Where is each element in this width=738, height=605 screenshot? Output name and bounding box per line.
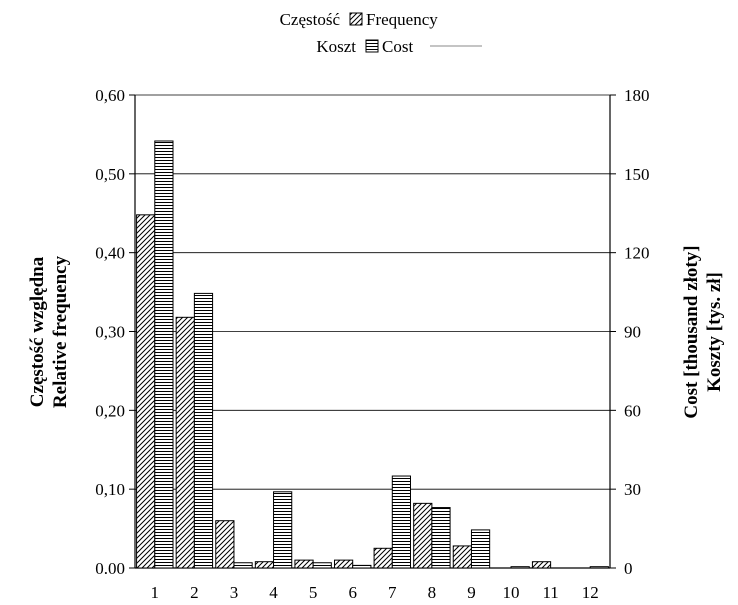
right-axis-title-line2: Koszty [tys. zł] — [704, 272, 725, 392]
gridlines — [135, 94, 610, 490]
bar-frequency — [531, 561, 552, 569]
x-tick-label: 9 — [467, 583, 476, 602]
bar-cost — [352, 564, 372, 569]
bar-frequency — [254, 561, 275, 569]
left-tick-label: 0,50 — [95, 165, 125, 184]
bars — [136, 140, 609, 569]
x-tick-label: 6 — [348, 583, 357, 602]
left-axis-title-line2: Relative frequency — [50, 255, 71, 408]
right-tick-label: 180 — [624, 86, 650, 105]
right-axis-title-line1: Cost [thousand złoty] — [681, 245, 702, 418]
left-tick-label: 0,30 — [95, 323, 125, 342]
right-tick-label: 0 — [624, 559, 633, 578]
bar-cost — [589, 566, 609, 569]
left-tick-label: 0,20 — [95, 401, 125, 420]
x-tick-label: 11 — [542, 583, 558, 602]
x-tick-label: 12 — [582, 583, 599, 602]
x-tick-label: 1 — [151, 583, 160, 602]
left-tick-label: 0,10 — [95, 480, 125, 499]
right-tick-label: 30 — [624, 480, 641, 499]
bar-cost — [391, 475, 411, 569]
right-tick-label: 60 — [624, 401, 641, 420]
left-tick-label: 0,40 — [95, 244, 125, 263]
left-axis-title-line1: Częstość względna — [27, 256, 48, 407]
x-tick-label: 7 — [388, 583, 397, 602]
right-tick-label: 120 — [624, 244, 650, 263]
plot-area: 0.00 0,10 0,20 0,30 0,40 0,50 0,60 0 30 60 90 120 1… — [95, 86, 649, 602]
left-tick-label: 0,60 — [95, 86, 125, 105]
x-axis-ticks: 1 2 3 4 5 6 7 8 9 10 11 12 — [151, 583, 599, 602]
legend: Częstość Frequency Koszt Cost — [280, 10, 482, 56]
legend-frequency-label-en: Frequency — [366, 10, 438, 29]
x-tick-label: 5 — [309, 583, 318, 602]
legend-frequency-swatch — [349, 12, 363, 26]
x-tick-label: 8 — [428, 583, 437, 602]
x-tick-label: 10 — [503, 583, 520, 602]
bar-cost — [233, 562, 253, 569]
bar-frequency — [294, 559, 314, 569]
x-tick-label: 3 — [230, 583, 239, 602]
bar-cost — [431, 507, 451, 569]
bar-frequency — [175, 316, 195, 569]
legend-cost-label-en: Cost — [382, 37, 413, 56]
bar-cost — [510, 566, 530, 569]
bar-cost — [470, 529, 491, 569]
bar-frequency — [334, 559, 354, 569]
bar-frequency — [215, 520, 235, 569]
bar-cost — [273, 491, 293, 569]
left-axis-ticks: 0.00 0,10 0,20 0,30 0,40 0,50 0,60 — [95, 86, 135, 578]
x-tick-label: 2 — [190, 583, 199, 602]
x-tick-label: 4 — [269, 583, 278, 602]
bar-cost — [193, 292, 214, 569]
right-axis-ticks: 0 30 60 90 120 150 180 — [610, 86, 650, 578]
right-tick-label: 90 — [624, 323, 641, 342]
legend-cost-label-pl: Koszt — [316, 37, 356, 56]
bar-cost — [154, 140, 174, 569]
left-tick-label: 0.00 — [95, 559, 125, 578]
bar-frequency — [373, 547, 393, 569]
right-tick-label: 150 — [624, 165, 650, 184]
bar-frequency — [452, 545, 472, 569]
bar-cost — [312, 562, 332, 569]
bar-frequency — [413, 502, 433, 569]
legend-frequency-label-pl: Częstość — [280, 10, 341, 29]
bar-frequency — [136, 214, 156, 569]
legend-cost-swatch — [365, 39, 379, 53]
